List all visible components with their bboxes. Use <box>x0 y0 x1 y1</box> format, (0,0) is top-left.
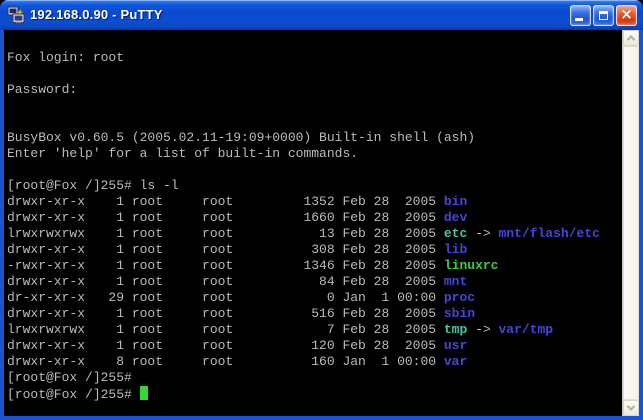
terminal-line: drwxr-xr-x 1 root root 84 Feb 28 2005 mn… <box>7 274 622 290</box>
terminal-text: drwxr-xr-x 1 root root 84 Feb 28 2005 <box>7 274 444 289</box>
close-icon: × <box>620 5 633 23</box>
terminal-text: drwxr-xr-x 1 root root 308 Feb 28 2005 <box>7 242 444 257</box>
close-button[interactable]: × <box>616 4 637 26</box>
terminal-text: lib <box>443 242 468 257</box>
title-bar[interactable]: 192.168.0.90 - PuTTY × <box>0 0 643 30</box>
terminal-text: drwxr-xr-x 1 root root 120 Feb 28 2005 <box>7 338 444 353</box>
scroll-down-button[interactable] <box>623 400 639 416</box>
terminal-text: usr <box>443 338 468 353</box>
terminal-line: drwxr-xr-x 1 root root 516 Feb 28 2005 s… <box>7 306 622 322</box>
terminal-line: lrwxrwxrwx 1 root root 7 Feb 28 2005 tmp… <box>7 322 622 338</box>
scrollbar-thumb[interactable] <box>623 46 639 400</box>
terminal-line: drwxr-xr-x 1 root root 1352 Feb 28 2005 … <box>7 194 622 210</box>
chevron-up-icon <box>626 35 636 44</box>
terminal-line <box>7 98 622 114</box>
terminal-text: [root@Fox /]255# <box>7 370 132 385</box>
terminal-text: lrwxrwxrwx 1 root root 13 Feb 28 2005 <box>7 226 444 241</box>
window-body: Fox login: root Password: BusyBox v0.60.5 … <box>0 30 643 420</box>
terminal-text: etc <box>443 226 468 241</box>
terminal-text: dev <box>443 210 468 225</box>
terminal-text: drwxr-xr-x 1 root root 1352 Feb 28 2005 <box>7 194 444 209</box>
terminal-text: dr-xr-xr-x 29 root root 0 Jan 1 00:00 <box>7 290 444 305</box>
putty-terminals-icon[interactable] <box>7 6 25 24</box>
terminal-line: -rwxr-xr-x 1 root root 1346 Feb 28 2005 … <box>7 258 622 274</box>
terminal-line: drwxr-xr-x 8 root root 160 Jan 1 00:00 v… <box>7 354 622 370</box>
terminal-line: drwxr-xr-x 1 root root 1660 Feb 28 2005 … <box>7 210 622 226</box>
terminal-text: linuxrc <box>443 258 499 273</box>
minimize-button[interactable] <box>570 4 591 26</box>
scrollbar[interactable] <box>622 30 639 416</box>
chevron-down-icon <box>626 402 636 411</box>
terminal-text: BusyBox v0.60.5 (2005.02.11-19:09+0000) … <box>7 130 476 145</box>
terminal-line <box>7 66 622 82</box>
window-title: 192.168.0.90 - PuTTY <box>30 6 163 22</box>
terminal-text: drwxr-xr-x 1 root root 1660 Feb 28 2005 <box>7 210 444 225</box>
terminal-line: Password: <box>7 82 622 98</box>
terminal-text: lrwxrwxrwx 1 root root 7 Feb 28 2005 <box>7 322 444 337</box>
terminal-line: BusyBox v0.60.5 (2005.02.11-19:09+0000) … <box>7 130 622 146</box>
terminal-text: mnt <box>443 274 468 289</box>
terminal-line: Fox login: root <box>7 50 622 66</box>
terminal-line: dr-xr-xr-x 29 root root 0 Jan 1 00:00 pr… <box>7 290 622 306</box>
terminal-text: tmp <box>443 322 468 337</box>
terminal-line: Enter 'help' for a list of built-in comm… <box>7 146 622 162</box>
terminal-line: drwxr-xr-x 1 root root 120 Feb 28 2005 u… <box>7 338 622 354</box>
terminal-text: drwxr-xr-x 8 root root 160 Jan 1 00:00 <box>7 354 444 369</box>
terminal-line <box>7 114 622 130</box>
terminal-line: drwxr-xr-x 1 root root 308 Feb 28 2005 l… <box>7 242 622 258</box>
terminal-text: [root@Fox /]255# <box>7 387 140 402</box>
terminal-text: var <box>443 354 468 369</box>
terminal-line <box>7 34 622 50</box>
terminal-screen[interactable]: Fox login: root Password: BusyBox v0.60.5 … <box>4 30 622 416</box>
terminal-cursor <box>139 386 148 400</box>
terminal-text: -> <box>467 226 499 241</box>
maximize-button[interactable] <box>593 4 614 26</box>
terminal-line: [root@Fox /]255# <box>7 370 622 386</box>
terminal-text: Password: <box>7 82 78 97</box>
terminal-text: proc <box>443 290 476 305</box>
window-controls: × <box>570 4 637 26</box>
terminal-text: Fox login: root <box>7 50 125 65</box>
terminal-text: -> <box>467 322 499 337</box>
terminal-line: [root@Fox /]255# ls -l <box>7 178 622 194</box>
terminal-text: bin <box>443 194 468 209</box>
minimize-icon <box>575 17 583 21</box>
maximize-icon <box>599 10 608 20</box>
scroll-up-button[interactable] <box>623 30 639 46</box>
terminal-text: sbin <box>443 306 476 321</box>
terminal-text: mnt/flash/etc <box>498 226 600 241</box>
terminal-line: lrwxrwxrwx 1 root root 13 Feb 28 2005 et… <box>7 226 622 242</box>
terminal-text: [root@Fox /]255# ls -l <box>7 178 179 193</box>
terminal-text: var/tmp <box>498 322 554 337</box>
terminal-text: drwxr-xr-x 1 root root 516 Feb 28 2005 <box>7 306 444 321</box>
terminal-text: Enter 'help' for a list of built-in comm… <box>7 146 359 161</box>
terminal-line: [root@Fox /]255# <box>7 386 622 402</box>
terminal-text: -rwxr-xr-x 1 root root 1346 Feb 28 2005 <box>7 258 444 273</box>
terminal-line <box>7 162 622 178</box>
